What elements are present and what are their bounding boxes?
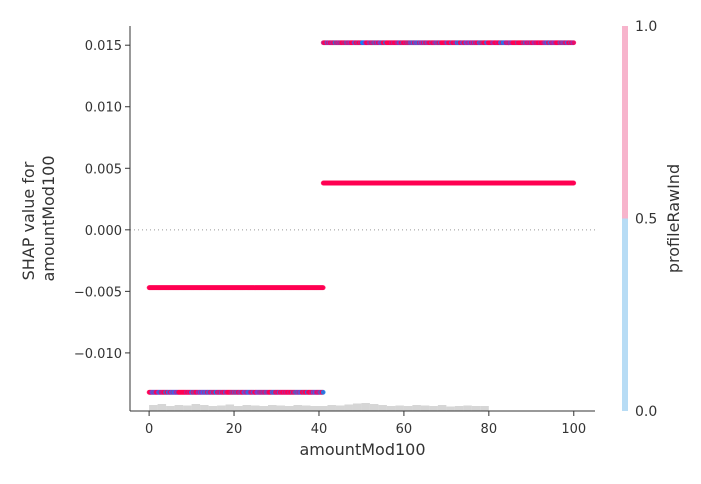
colorbar-low-segment bbox=[622, 218, 628, 411]
histogram-bar bbox=[378, 405, 387, 411]
y-tick-label: −0.005 bbox=[74, 285, 122, 300]
scatter-points bbox=[146, 40, 577, 395]
colorbar-tick-label: 0.5 bbox=[635, 212, 657, 228]
histogram-bar bbox=[429, 406, 438, 411]
histogram-bar bbox=[157, 404, 167, 411]
histogram-bar bbox=[301, 405, 311, 411]
y-tick-label: −0.010 bbox=[74, 347, 122, 362]
data-point bbox=[571, 40, 577, 46]
histogram-bar bbox=[412, 405, 421, 411]
colorbar-high-segment bbox=[622, 26, 628, 219]
colorbar: 1.0 0.5 0.0 bbox=[622, 19, 657, 420]
colorbar-title: profileRawInd bbox=[664, 164, 683, 273]
y-axis-label-line-2: amountMod100 bbox=[39, 155, 58, 281]
x-tick-label: 0 bbox=[145, 422, 153, 437]
histogram-bar bbox=[225, 404, 235, 411]
axes bbox=[129, 26, 595, 412]
histogram-bar bbox=[234, 406, 243, 411]
y-axis-label-line-1: SHAP value for bbox=[19, 161, 38, 280]
x-tick-label: 20 bbox=[226, 422, 243, 437]
histogram-bar bbox=[174, 405, 184, 411]
y-tick-label: 0.015 bbox=[85, 39, 122, 54]
histogram bbox=[149, 403, 489, 411]
histogram-bar bbox=[480, 406, 489, 411]
x-tick-label: 80 bbox=[481, 422, 498, 437]
x-ticks: 0 20 40 60 80 100 bbox=[145, 411, 586, 437]
y-axis-label: SHAP value for amountMod100 bbox=[19, 155, 58, 281]
histogram-bar bbox=[463, 405, 472, 411]
histogram-bar bbox=[318, 406, 328, 411]
histogram-bar bbox=[403, 406, 413, 411]
histogram-bar bbox=[259, 406, 269, 411]
y-tick-label: 0.000 bbox=[85, 224, 122, 239]
histogram-bar bbox=[327, 405, 336, 411]
x-tick-label: 40 bbox=[311, 422, 328, 437]
histogram-bar bbox=[454, 406, 464, 411]
data-point bbox=[571, 180, 577, 186]
histogram-bar bbox=[166, 406, 175, 411]
histogram-bar bbox=[268, 405, 277, 411]
histogram-bar bbox=[251, 405, 260, 411]
histogram-bar bbox=[335, 405, 345, 411]
histogram-bar bbox=[369, 404, 379, 411]
histogram-bar bbox=[293, 405, 302, 411]
histogram-bar bbox=[471, 406, 481, 411]
histogram-bar bbox=[217, 405, 226, 411]
histogram-bar bbox=[310, 406, 319, 411]
y-ticks: 0.015 0.010 0.005 0.000 −0.005 −0.010 bbox=[74, 39, 130, 362]
histogram-bar bbox=[285, 406, 294, 411]
y-tick-label: 0.005 bbox=[85, 162, 122, 177]
histogram-bar bbox=[344, 404, 353, 411]
histogram-bar bbox=[191, 404, 201, 411]
data-point bbox=[320, 389, 326, 395]
histogram-bar bbox=[361, 403, 370, 411]
colorbar-tick-label: 0.0 bbox=[635, 404, 657, 420]
histogram-bar bbox=[200, 405, 209, 411]
data-point bbox=[320, 285, 326, 291]
histogram-bar bbox=[446, 406, 455, 411]
histogram-bar bbox=[395, 405, 404, 411]
histogram-bar bbox=[276, 405, 285, 411]
histogram-bar bbox=[420, 405, 430, 411]
x-tick-label: 60 bbox=[396, 422, 413, 437]
histogram-bar bbox=[208, 406, 218, 411]
histogram-bar bbox=[149, 405, 158, 411]
histogram-bar bbox=[242, 405, 252, 411]
histogram-bar bbox=[183, 405, 192, 411]
histogram-bar bbox=[437, 405, 447, 411]
x-tick-label: 100 bbox=[561, 422, 586, 437]
y-tick-label: 0.010 bbox=[85, 101, 122, 116]
histogram-bar bbox=[386, 406, 396, 411]
histogram-bar bbox=[352, 403, 362, 411]
colorbar-tick-label: 1.0 bbox=[635, 19, 657, 35]
x-axis-label: amountMod100 bbox=[299, 440, 425, 459]
